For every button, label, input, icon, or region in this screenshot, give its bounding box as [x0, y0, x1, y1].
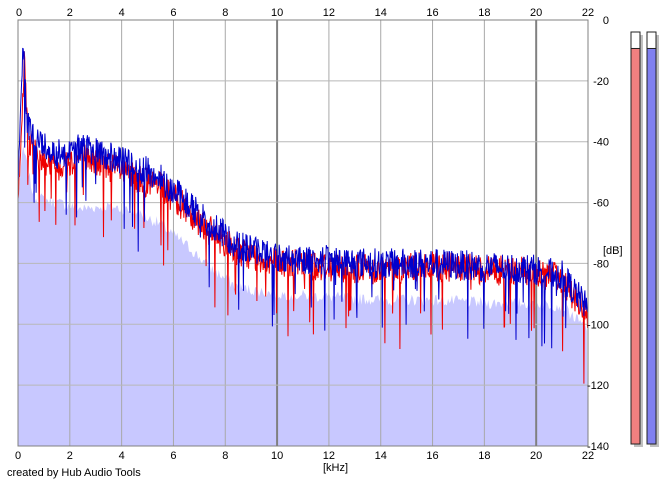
y-tick-label: -60: [593, 198, 609, 210]
x-tick-label-top: 22: [582, 7, 594, 19]
level-meters: [630, 31, 659, 447]
x-tick-label-top: 16: [426, 7, 438, 19]
x-tick-label-bottom: 18: [478, 450, 490, 462]
x-tick-label-top: 12: [323, 7, 335, 19]
x-axis-label: [kHz]: [323, 462, 348, 474]
x-tick-label-top: 18: [478, 7, 490, 19]
filled-spectrum-area: [18, 145, 588, 446]
y-tick-label: -80: [593, 258, 609, 270]
x-tick-label-bottom: 0: [15, 450, 21, 462]
x-tick-label-top: 20: [530, 7, 542, 19]
x-tick-label-bottom: 10: [271, 450, 283, 462]
y-tick-label: -100: [587, 319, 609, 331]
y-tick-label: -140: [587, 441, 609, 453]
y-tick-label: -20: [593, 76, 609, 88]
x-tick-label-bottom: 6: [170, 450, 176, 462]
x-tick-label-top: 14: [375, 7, 387, 19]
x-tick-label-bottom: 12: [323, 450, 335, 462]
series-blue-line: [17, 47, 589, 349]
x-tick-label-bottom: 8: [222, 450, 228, 462]
credit-text: created by Hub Audio Tools: [7, 467, 141, 479]
meter-level-bar: [630, 47, 641, 445]
y-tick-label: -120: [587, 380, 609, 392]
y-tick-label: -40: [593, 137, 609, 149]
x-tick-label-bottom: 14: [375, 450, 387, 462]
x-tick-label-bottom: 20: [530, 450, 542, 462]
x-tick-label-top: 4: [119, 7, 125, 19]
meter-level-bar: [646, 47, 657, 445]
x-tick-label-top: 0: [16, 7, 22, 19]
plot-frame: [17, 19, 589, 447]
y-tick-labels: 0 -20 -40 -60 -80 -100 -120 -140: [587, 15, 609, 453]
x-tick-label-bottom: 22: [582, 450, 594, 462]
x-tick-label-top: 8: [222, 7, 228, 19]
x-tick-label-top: 10: [271, 7, 283, 19]
x-tick-label-top: 2: [67, 7, 73, 19]
y-tick-label: 0: [603, 15, 609, 27]
x-tick-label-bottom: 2: [67, 450, 73, 462]
x-tick-label-top: 6: [170, 7, 176, 19]
y-axis-label: [dB]: [603, 245, 623, 257]
x-tick-label-bottom: 4: [119, 450, 125, 462]
x-tick-label-bottom: 16: [426, 450, 438, 462]
